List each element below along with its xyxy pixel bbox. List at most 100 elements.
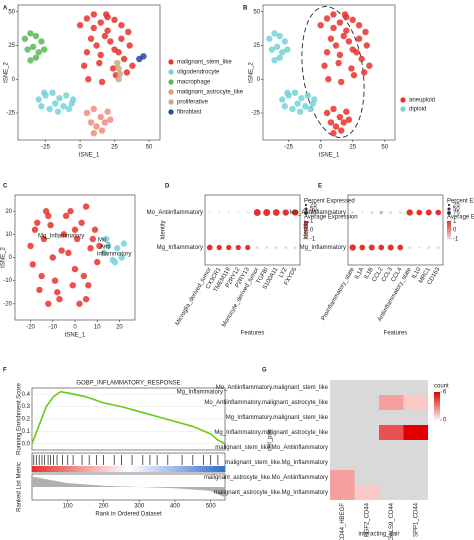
point: [125, 28, 132, 36]
color-tick-label: 1: [310, 219, 314, 225]
point: [40, 46, 48, 53]
point: [289, 105, 296, 113]
point: [62, 212, 70, 220]
column-label: LGALS9_CD44: [389, 502, 395, 540]
point: [323, 15, 331, 22]
point: [54, 289, 61, 296]
point: [281, 103, 288, 110]
legend-swatch: [400, 106, 406, 112]
point: [330, 24, 337, 32]
size-swatch: [304, 207, 308, 211]
plot-frame: [347, 194, 444, 266]
dot: [272, 209, 280, 216]
point: [118, 254, 125, 261]
point: [296, 108, 304, 115]
point: [76, 22, 84, 29]
legend-swatch: [168, 109, 174, 115]
point: [97, 19, 104, 26]
dot: [284, 246, 288, 249]
x-axis-label: Features: [241, 331, 265, 337]
heatmap-cell: [330, 485, 355, 500]
point: [21, 35, 29, 42]
heatmap-cell: [403, 425, 428, 440]
x-axis-label: tSNE_1: [319, 153, 340, 159]
point: [332, 42, 340, 49]
y-axis-label: cell_pair: [268, 429, 274, 451]
size-tick-label: 50: [453, 207, 460, 213]
x-tick-label: IL1A: [354, 267, 365, 281]
point: [341, 11, 349, 18]
point: [271, 30, 278, 37]
point: [335, 59, 342, 67]
x-tick-label: 500: [206, 504, 217, 510]
point: [49, 89, 56, 96]
point: [56, 295, 63, 303]
annotation: inflammatory: [97, 252, 131, 258]
point: [330, 11, 337, 18]
column-label: FGF2_CD44: [364, 502, 370, 537]
point: [51, 277, 59, 284]
heatmap-cell: [330, 470, 355, 485]
legend-title: count: [434, 384, 449, 390]
dot: [379, 210, 383, 215]
rank-gradient: [128, 466, 225, 472]
dot: [378, 244, 385, 251]
chart-title: GOBP_INFLAMMATORY_RESPONSE: [76, 381, 180, 387]
point: [336, 19, 344, 26]
point: [118, 22, 125, 29]
legend-title: Percent Expressed: [304, 199, 355, 205]
point: [358, 55, 365, 63]
point: [52, 100, 59, 107]
y-tick-label: 50: [253, 9, 260, 15]
dot: [226, 244, 232, 251]
panel-label: A: [3, 6, 8, 12]
x-axis-label: Rank in Ordered Dataset: [95, 512, 162, 518]
point: [90, 11, 98, 18]
point: [35, 96, 42, 103]
point: [284, 46, 291, 53]
dot: [425, 209, 432, 216]
dot: [274, 246, 278, 249]
dot: [418, 246, 421, 249]
dot: [218, 211, 221, 214]
x-axis-label: tSNE_1: [65, 333, 86, 339]
point: [69, 282, 76, 289]
heatmap-cell: [354, 485, 379, 500]
color-tick-label: 0: [453, 228, 457, 234]
size-tick-label: 75: [310, 211, 317, 217]
y-axis-label: tSNE_2: [4, 62, 10, 83]
point: [27, 30, 34, 37]
dot: [216, 244, 222, 251]
legend-swatch: [400, 97, 406, 103]
point: [279, 49, 286, 56]
y-tick-label: 0: [257, 77, 261, 83]
point: [85, 76, 92, 83]
y-tick-label: Mg_Inflammatory: [300, 245, 346, 251]
point: [83, 109, 91, 117]
point: [90, 130, 98, 137]
point: [330, 130, 337, 137]
dot: [389, 211, 393, 214]
point: [82, 295, 90, 303]
rank-gradient: [32, 466, 129, 472]
point: [107, 116, 114, 123]
y-tick-label: 0: [12, 77, 16, 83]
dot: [416, 209, 423, 216]
point: [309, 100, 317, 107]
point: [111, 258, 119, 266]
point: [78, 219, 85, 226]
legend-label: diploid: [409, 107, 426, 113]
point: [355, 35, 363, 42]
row-label: malignant_astrocyte_like.Mo_Antiinflamma…: [204, 475, 328, 481]
point: [63, 92, 70, 99]
point: [284, 89, 291, 96]
point: [40, 235, 48, 243]
point: [340, 32, 347, 40]
point: [56, 94, 63, 102]
point: [345, 116, 353, 123]
dot: [398, 211, 402, 214]
point: [89, 235, 96, 243]
y-tick-label: -10: [3, 278, 12, 284]
point: [107, 38, 114, 45]
point: [336, 113, 344, 121]
